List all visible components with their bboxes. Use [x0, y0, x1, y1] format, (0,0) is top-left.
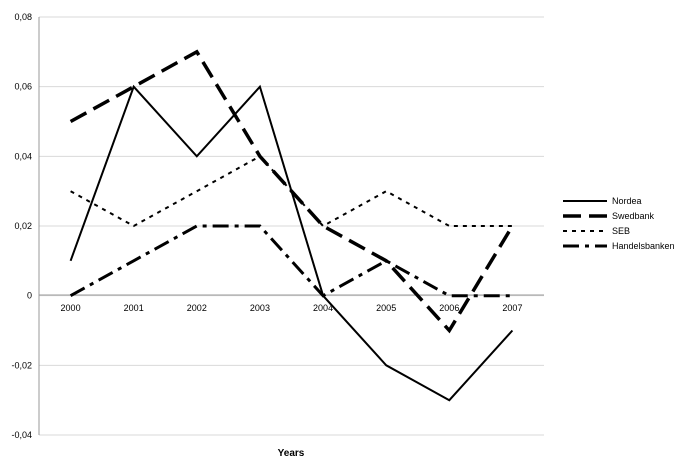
x-tick-label: 2005	[376, 303, 396, 313]
x-tick-label: 2004	[313, 303, 333, 313]
legend: Nordea Swedbank SEB Handelsbanken	[563, 196, 675, 251]
legend-label: Swedbank	[612, 211, 655, 221]
y-tick-label: 0,08	[14, 12, 32, 22]
x-tick-label: 2003	[250, 303, 270, 313]
y-tick-label: -0,02	[11, 360, 32, 370]
series-line-nordea	[69, 84, 514, 402]
x-tick-label: 2002	[187, 303, 207, 313]
series-line-seb	[70, 155, 513, 228]
y-tick-label: -0,04	[11, 430, 32, 440]
x-tick-label: 2007	[502, 303, 522, 313]
x-tick-label: 2001	[124, 303, 144, 313]
y-tick-label: 0,06	[14, 82, 32, 92]
legend-label: SEB	[612, 226, 630, 236]
y-tick-labels: -0,04 -0,02 0 0,02 0,04 0,06 0,08	[11, 12, 32, 440]
series-lines	[69, 49, 514, 402]
series-line-handelsbanken	[69, 224, 513, 298]
legend-label: Handelsbanken	[612, 241, 675, 251]
x-tick-labels: 2000 2001 2002 2003 2004 2005 2006 2007	[61, 303, 523, 313]
y-tick-label: 0,04	[14, 151, 32, 161]
x-tick-label: 2000	[61, 303, 81, 313]
y-tick-label: 0,02	[14, 221, 32, 231]
legend-label: Nordea	[612, 196, 642, 206]
x-tick-label: 2006	[439, 303, 459, 313]
gridlines	[39, 16, 544, 436]
x-axis-title: Years	[278, 448, 305, 459]
y-tick-label: 0	[27, 291, 32, 301]
